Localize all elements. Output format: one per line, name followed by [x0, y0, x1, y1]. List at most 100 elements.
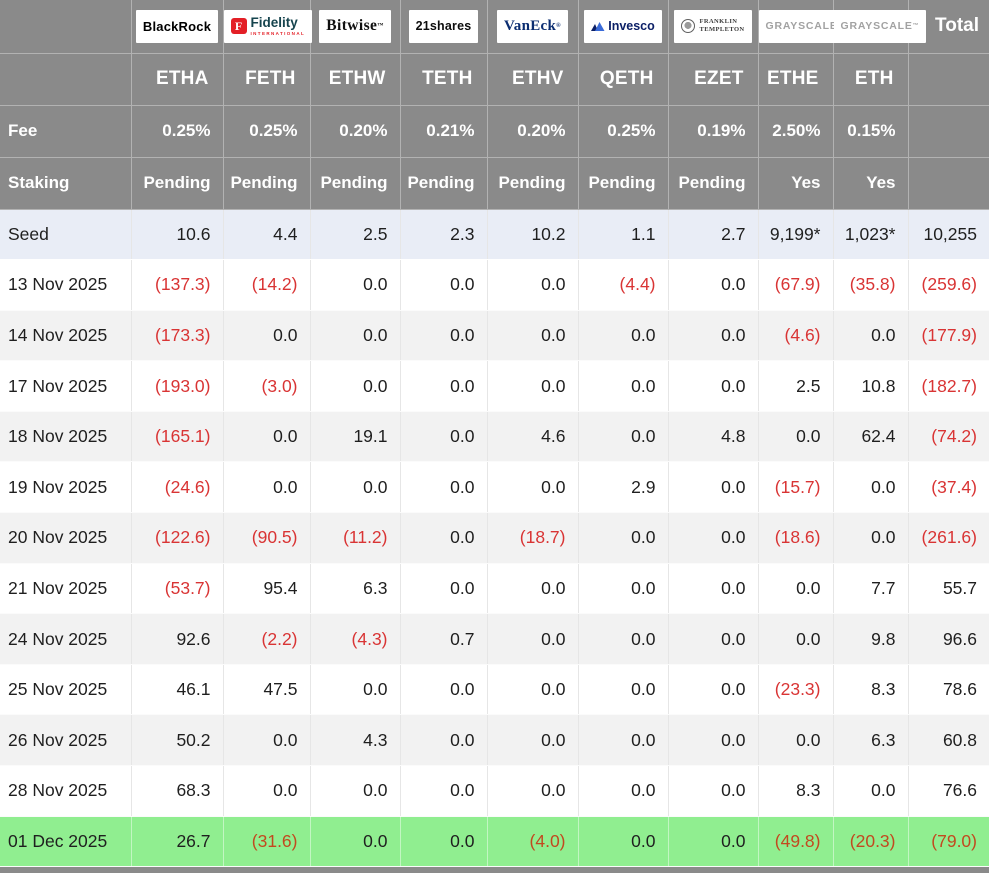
- table-row: 28 Nov 2025 68.3 0.0 0.0 0.0 0.0 0.0 0.0 8.3 0.0 7…: [0, 765, 989, 817]
- flow-value-cell: 0.0: [310, 310, 401, 362]
- flow-value-cell: (261.6): [908, 512, 989, 564]
- row-label: 28 Nov 2025: [0, 765, 132, 817]
- flow-value-cell: 2.5: [758, 360, 834, 412]
- table-row: 19 Nov 2025 (24.6) 0.0 0.0 0.0 0.0 2.9 0.0 (15.7…: [0, 461, 989, 514]
- flow-value-cell: 0.0: [487, 461, 579, 514]
- flow-value-cell: (4.4): [578, 259, 669, 311]
- provider-cell-blackrock: BlackRock: [131, 0, 224, 54]
- flow-value-cell: 0.0: [578, 613, 669, 665]
- fee-value: 0.19%: [668, 105, 759, 158]
- table-row: 26 Nov 2025 50.2 0.0 4.3 0.0 0.0 0.0 0.0 0.0 6.3 6…: [0, 714, 989, 767]
- flow-value-cell: 0.0: [400, 360, 488, 412]
- ticker-eth: ETH: [833, 53, 909, 106]
- table-row: 18 Nov 2025 (165.1) 0.0 19.1 0.0 4.6 0.0 4.8 0.0…: [0, 411, 989, 463]
- flow-value-cell: (14.2): [223, 259, 311, 311]
- table-row: 20 Nov 2025 (122.6) (90.5) (11.2) 0.0 (18.7) 0…: [0, 512, 989, 564]
- flow-value-cell: (20.3): [833, 816, 909, 868]
- flow-value-cell: 4.8: [668, 411, 759, 463]
- row-label: Seed: [0, 209, 132, 261]
- flow-value-cell: 0.0: [578, 563, 669, 615]
- ticker-row-label-cell: [0, 53, 132, 106]
- flow-value-cell: (4.0): [487, 816, 579, 868]
- flow-value-cell: 0.0: [310, 360, 401, 412]
- table-row: 21 Nov 2025 (53.7) 95.4 6.3 0.0 0.0 0.0 0.0 0.0 7…: [0, 563, 989, 615]
- flow-value-cell: 19.1: [310, 411, 401, 463]
- flow-value-cell: 0.0: [758, 563, 834, 615]
- flow-value-cell: 0.0: [400, 664, 488, 716]
- flow-value-cell: 47.5: [223, 664, 311, 716]
- row-label: 20 Nov 2025: [0, 512, 132, 564]
- flow-value-cell: 0.0: [487, 664, 579, 716]
- flow-value-cell: 0.0: [223, 310, 311, 362]
- row-label: 21 Nov 2025: [0, 563, 132, 615]
- flow-value-cell: 0.0: [668, 714, 759, 767]
- flow-value-cell: 46.1: [131, 664, 224, 716]
- flow-value-cell: 0.0: [578, 360, 669, 412]
- flow-value-cell: (11.2): [310, 512, 401, 564]
- staking-row: Staking Pending Pending Pending Pending …: [0, 157, 989, 210]
- fidelity-wordmark: Fidelity: [250, 15, 298, 31]
- row-label: 25 Nov 2025: [0, 664, 132, 716]
- flow-value-cell: 10.6: [131, 209, 224, 261]
- flow-value-cell: 0.0: [310, 461, 401, 514]
- staking-value: Pending: [487, 157, 579, 210]
- row-label: 18 Nov 2025: [0, 411, 132, 463]
- flow-value-cell: 50.2: [131, 714, 224, 767]
- flow-value-cell: 0.0: [400, 816, 488, 868]
- fidelity-logo: F Fidelity INTERNATIONAL: [223, 9, 313, 43]
- flow-value-cell: 2.9: [578, 461, 669, 514]
- fidelity-f-icon: F: [230, 18, 247, 35]
- flow-value-cell: 76.6: [908, 765, 989, 817]
- flow-value-cell: 4.3: [310, 714, 401, 767]
- flow-value-cell: (31.6): [223, 816, 311, 868]
- flow-value-cell: (18.6): [758, 512, 834, 564]
- flow-value-cell: 78.6: [908, 664, 989, 716]
- flow-value-cell: 0.0: [833, 461, 909, 514]
- flow-value-cell: (182.7): [908, 360, 989, 412]
- fee-value: 0.15%: [833, 105, 909, 158]
- fee-value: 0.25%: [223, 105, 311, 158]
- flow-value-cell: 0.0: [668, 360, 759, 412]
- franklin-templeton-logo: FRANKLIN TEMPLETON: [674, 9, 752, 43]
- flow-value-cell: (193.0): [131, 360, 224, 412]
- flow-value-cell: 0.0: [578, 714, 669, 767]
- flow-value-cell: 0.0: [578, 512, 669, 564]
- flow-value-cell: 0.0: [578, 765, 669, 817]
- flow-value-cell: (23.3): [758, 664, 834, 716]
- table-row: 24 Nov 2025 92.6 (2.2) (4.3) 0.7 0.0 0.0 0.0 0.0…: [0, 613, 989, 665]
- staking-row-label: Staking: [0, 157, 132, 210]
- flow-value-cell: 68.3: [131, 765, 224, 817]
- flow-value-cell: (15.7): [758, 461, 834, 514]
- flow-value-cell: 0.0: [668, 461, 759, 514]
- flow-value-cell: (18.7): [487, 512, 579, 564]
- flow-value-cell: 0.0: [400, 563, 488, 615]
- staking-value: Pending: [310, 157, 401, 210]
- flow-value-cell: 0.0: [578, 310, 669, 362]
- staking-value: Pending: [400, 157, 488, 210]
- flow-value-cell: (3.0): [223, 360, 311, 412]
- flow-value-cell: 0.0: [223, 461, 311, 514]
- invesco-logo: Invesco: [584, 9, 662, 43]
- ticker-qeth: QETH: [578, 53, 669, 106]
- flow-value-cell: 0.0: [668, 816, 759, 868]
- franklin-emblem-icon: [681, 19, 696, 34]
- staking-value: Pending: [578, 157, 669, 210]
- flow-value-cell: 8.3: [833, 664, 909, 716]
- flow-value-cell: (259.6): [908, 259, 989, 311]
- flow-value-cell: 0.0: [668, 563, 759, 615]
- flow-value-cell: 10,255: [908, 209, 989, 261]
- flow-value-cell: 0.0: [400, 714, 488, 767]
- flow-value-cell: 0.0: [668, 664, 759, 716]
- staking-value: Pending: [668, 157, 759, 210]
- flow-value-cell: 7.7: [833, 563, 909, 615]
- flow-value-cell: 9,199*: [758, 209, 834, 261]
- staking-value: Pending: [131, 157, 224, 210]
- fee-value: 0.25%: [578, 105, 669, 158]
- flow-value-cell: 0.0: [400, 411, 488, 463]
- blackrock-logo: BlackRock: [135, 9, 219, 43]
- flow-value-cell: 0.0: [833, 310, 909, 362]
- invesco-wordmark: Invesco: [608, 19, 655, 34]
- flow-value-cell: 0.0: [668, 259, 759, 311]
- flow-value-cell: 0.0: [668, 765, 759, 817]
